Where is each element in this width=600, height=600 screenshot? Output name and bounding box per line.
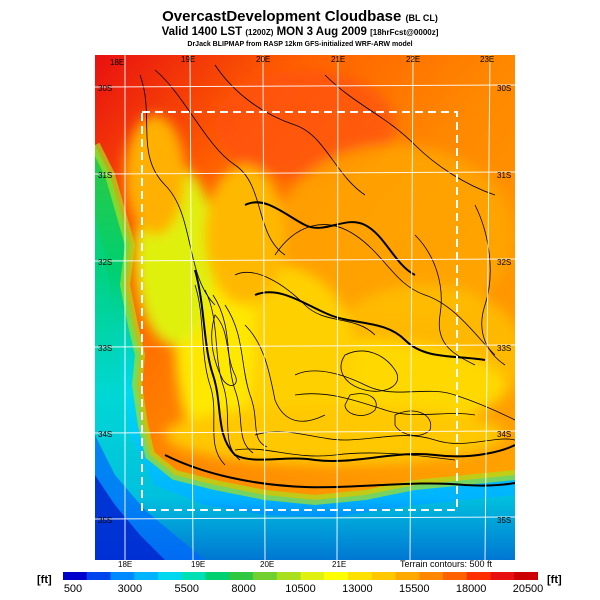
colorbar-swatch	[348, 572, 373, 580]
colorbar-tick-label: 8000	[231, 583, 256, 595]
colorbar-swatch	[276, 572, 301, 580]
colorbar-swatch	[205, 572, 230, 580]
valid-utc: (1200Z)	[245, 28, 274, 37]
colorbar-tick-label: 18000	[455, 583, 487, 595]
map-bottom-strip: 18E 19E 20E 21E Terrain contours: 500 ft	[0, 559, 600, 572]
colorbar-swatch	[395, 572, 420, 580]
colorbar-swatch	[300, 572, 325, 580]
lat-label-left: 30S	[98, 84, 112, 93]
cloudbase-map: 18E 19E 20E 21E 22E 23E 30S 31S 32S 33S …	[95, 55, 515, 560]
colorbar-swatch	[514, 572, 538, 580]
lat-label-left: 35S	[98, 516, 112, 525]
model-credit: DrJack BLIPMAP from RASP 12km GFS-initia…	[187, 41, 413, 48]
inner-domain-boundary	[141, 111, 458, 511]
colorbar-swatch	[181, 572, 206, 580]
colorbar-swatch	[63, 572, 88, 580]
valid-time: Valid 1400 LST	[161, 26, 243, 38]
forecast-info: [18hrFcst@0000z]	[370, 28, 439, 37]
colorbar	[63, 572, 538, 580]
colorbar-swatch	[134, 572, 159, 580]
lat-label-right: 30S	[497, 84, 511, 93]
title-tag: (BL CL)	[405, 13, 438, 23]
colorbar-swatch	[371, 572, 396, 580]
lon-label-top: 22E	[406, 55, 420, 64]
colorbar-swatch	[229, 572, 254, 580]
map-title: OvercastDevelopment Cloudbase (BL CL)	[0, 8, 600, 25]
colorbar-swatch	[158, 572, 183, 580]
lon-label-top: 23E	[480, 55, 494, 64]
lon-label-bottom: 21E	[332, 560, 347, 569]
valid-time-line: Valid 1400 LST (1200Z) MON 3 Aug 2009 [1…	[0, 26, 600, 38]
cloudbase-contours-bold	[164, 201, 515, 489]
lat-label-left: 32S	[98, 258, 112, 267]
colorbar-swatch	[324, 572, 349, 580]
colorbar-swatch	[490, 572, 515, 580]
colorbar-tick-label: 3000	[117, 583, 143, 595]
lat-label-right: 33S	[497, 344, 511, 353]
colorbar-tick-label: 20500	[512, 583, 544, 595]
colorbar-swatch	[466, 572, 491, 580]
lon-label-top: 19E	[181, 55, 195, 64]
lon-label-top: 21E	[331, 55, 345, 64]
lat-lon-grid	[95, 55, 515, 560]
terrain-contour-note: Terrain contours: 500 ft	[400, 559, 493, 569]
lat-label-right: 34S	[497, 430, 511, 439]
lat-label-right: 35S	[497, 516, 511, 525]
colorbar-swatch	[443, 572, 468, 580]
colorbar-unit-left: [ft]	[37, 574, 52, 586]
lat-label-right: 32S	[497, 258, 511, 267]
colorbar-swatch	[253, 572, 278, 580]
valid-date: MON 3 Aug 2009	[276, 26, 367, 38]
lat-label-left: 34S	[98, 430, 112, 439]
lat-label-left: 31S	[98, 171, 112, 180]
lon-label-bottom: 18E	[118, 560, 133, 569]
colorbar-tick-label: 5500	[174, 583, 199, 595]
lon-label-bottom: 20E	[260, 560, 275, 569]
colorbar-swatch	[110, 572, 135, 580]
shaded-field	[95, 55, 515, 560]
colorbar-unit-right: [ft]	[547, 574, 562, 586]
title-main: OvercastDevelopment Cloudbase	[162, 8, 402, 25]
colorbar-tick-label: 15500	[398, 583, 430, 595]
colorbar-tick-label: 10500	[285, 583, 316, 595]
colorbar-tick-label: 500	[63, 583, 83, 595]
colorbar-swatch	[419, 572, 444, 580]
lat-label-right: 31S	[497, 171, 511, 180]
colorbar-tick-label: 13000	[342, 583, 373, 595]
lat-label-left: 33S	[98, 344, 112, 353]
colorbar-swatch	[86, 572, 111, 580]
lon-label-top: 18E	[110, 58, 124, 67]
lon-label-bottom: 19E	[191, 560, 206, 569]
lon-label-top: 20E	[256, 55, 270, 64]
